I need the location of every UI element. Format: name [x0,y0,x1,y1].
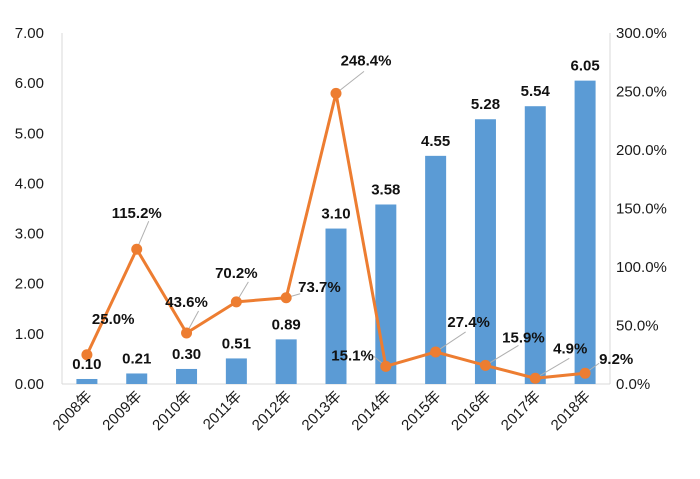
y-left-tick-label: 4.00 [15,175,44,192]
line-point [579,367,591,379]
bar [275,339,297,384]
data-labels: 0.10 0.21 0.30 0.51 0.89 3.10 3.58 4.55 5.28 5.54… [72,52,633,373]
line-value-label: 43.6% [165,294,208,311]
bar-value-label: 0.10 [72,356,101,373]
bar [126,373,148,384]
line-value-label: 73.7% [298,279,341,296]
x-tick-label: 2011年 [200,388,245,433]
x-tick-label: 2017年 [498,388,544,434]
bar-value-label: 0.51 [222,335,251,352]
label-leader-line [435,331,466,353]
bar [375,204,397,384]
bar-value-label: 5.28 [471,96,500,113]
y-left-tick-label: 5.00 [15,125,44,142]
x-tick-label: 2008年 [50,388,96,434]
line-value-label: 4.9% [553,340,587,357]
y-right-tick-label: 250.0% [616,84,667,101]
bar-value-label: 5.54 [521,83,551,100]
bar [76,378,98,384]
x-tick-label: 2012年 [249,388,295,434]
y-right-tick-label: 50.0% [616,318,659,335]
line-value-label: 9.2% [599,351,633,368]
y-right-tick-label: 0.0% [616,376,650,393]
x-tick-label: 2015年 [398,388,444,434]
label-leader-line [485,344,519,366]
line-value-label: 27.4% [447,314,490,331]
bar-value-label: 0.21 [122,350,151,367]
bar [574,80,596,384]
line-point [230,296,242,308]
x-tick-label: 2016年 [448,388,494,434]
bar-value-label: 6.05 [570,58,599,75]
line-point [81,349,93,361]
line-series [81,87,591,384]
y-left-tick-label: 3.00 [15,226,44,243]
line-value-label: 15.9% [502,329,545,346]
x-tick-label: 2010年 [149,388,195,434]
line-point [380,360,392,372]
line-point [529,372,541,384]
label-leader-line [335,70,365,94]
line-point [181,327,193,339]
x-tick-label: 2018年 [548,388,594,434]
line-point [131,243,143,255]
y-left-tick-label: 2.00 [15,276,44,293]
x-tick-label: 2014年 [348,388,394,434]
bar-value-label: 0.89 [272,316,301,333]
line-value-label: 15.1% [331,347,374,364]
bar-value-label: 0.30 [172,346,201,363]
bar [325,228,347,384]
y-left-tick-label: 6.00 [15,75,44,92]
y-left-tick-label: 7.00 [15,25,44,42]
bar-value-label: 4.55 [421,133,450,150]
bar-series [76,80,596,385]
bar-value-label: 3.58 [371,181,400,198]
y-right-tick-label: 100.0% [616,259,667,276]
line-value-label: 248.4% [341,52,392,69]
line-value-label: 25.0% [92,311,135,328]
bar-value-label: 3.10 [321,206,350,223]
line-value-label: 70.2% [215,265,258,282]
y-right-tick-label: 200.0% [616,142,667,159]
line-point [330,87,342,99]
line-value-label: 115.2% [112,205,162,222]
bar [474,119,496,384]
y-left-tick-label: 0.00 [15,376,44,393]
x-tick-label: 2013年 [299,388,345,434]
line-point [479,359,491,371]
bar [524,106,546,385]
y-right-tick-label: 150.0% [616,201,667,218]
bar [225,358,247,384]
line-point [280,292,292,304]
bar [425,155,447,384]
label-leader-line [535,357,570,379]
line-point [430,346,442,358]
bar [176,368,198,384]
y-right-tick-label: 300.0% [616,25,667,42]
y-left-tick-label: 1.00 [15,326,44,343]
x-tick-label: 2009年 [99,388,145,434]
